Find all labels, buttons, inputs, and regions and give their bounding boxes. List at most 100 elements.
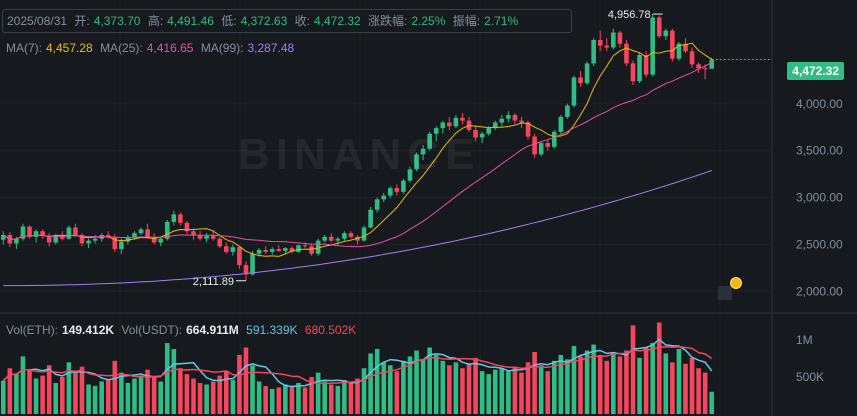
candle-body xyxy=(210,235,216,239)
candle-body xyxy=(447,122,452,127)
current-price-tag: 4,472.32 xyxy=(787,62,844,80)
candle-body xyxy=(217,238,223,247)
volume-bar xyxy=(210,381,216,414)
volume-bar xyxy=(119,372,124,414)
candle-body xyxy=(348,233,354,237)
candle-body xyxy=(224,246,229,252)
candle-body xyxy=(702,68,708,70)
volume-bar xyxy=(630,325,636,414)
volume-bar xyxy=(368,353,373,414)
volume-bar xyxy=(466,363,472,414)
candle-body xyxy=(374,199,380,210)
volume-bar xyxy=(283,384,288,414)
volume-bar xyxy=(499,368,505,414)
candle-body xyxy=(79,235,85,244)
candle-body xyxy=(237,247,242,265)
candle-body xyxy=(499,118,505,123)
candle-body xyxy=(283,248,288,251)
volume-bar xyxy=(60,377,65,414)
candle-body xyxy=(630,63,636,82)
volume-bar xyxy=(171,349,177,414)
notification-dot-icon[interactable] xyxy=(730,277,742,289)
amplitude-label: 振幅: xyxy=(452,14,481,28)
volume-bar xyxy=(46,365,52,414)
vol-ma5-line xyxy=(2,338,713,388)
volume-bar xyxy=(53,382,59,414)
settings-icon[interactable] xyxy=(718,286,732,300)
volume-bar xyxy=(506,371,511,414)
candle-body xyxy=(92,238,98,241)
volume-bar xyxy=(624,350,629,414)
volume-bar xyxy=(309,377,314,414)
ma99-line xyxy=(3,170,712,287)
candle-body xyxy=(558,116,564,132)
candle-body xyxy=(388,188,393,196)
ma25-label: MA(25): xyxy=(100,41,143,55)
max-price-label: 4,956.78 xyxy=(608,9,651,21)
candle-body xyxy=(624,43,629,64)
ma-legend: MA(7): 4,457.28 MA(25): 4,416.65 MA(99): 3,… xyxy=(2,41,294,55)
candle-body xyxy=(27,226,32,237)
volume-bar xyxy=(7,368,13,414)
candle-body xyxy=(571,77,577,106)
high-label: 高: xyxy=(147,14,164,28)
candle-body xyxy=(433,128,439,134)
watermark: BINANCE xyxy=(238,130,481,179)
candle-date: 2025/08/31 xyxy=(7,14,68,28)
volume-bar xyxy=(604,360,610,414)
candle-body xyxy=(46,235,52,243)
volume-bar xyxy=(263,385,268,414)
volume-bar xyxy=(584,350,590,414)
volume-bar xyxy=(381,362,387,414)
volume-bar xyxy=(315,372,321,414)
volume-bar xyxy=(86,384,91,414)
volume-bar xyxy=(125,382,131,414)
price-tick-label: 2,000.00 xyxy=(796,284,843,298)
volume-bar xyxy=(473,357,478,414)
candle-body xyxy=(66,227,72,239)
volume-bar xyxy=(73,371,78,414)
candle-body xyxy=(604,45,610,48)
volume-legend: Vol(ETH): 149.412K Vol(USDT): 664.911M 591… xyxy=(2,323,356,337)
candle-body xyxy=(191,231,196,235)
volume-bar xyxy=(79,366,85,414)
candle-body xyxy=(637,55,642,82)
volume-bar xyxy=(184,374,190,414)
candle-body xyxy=(132,233,137,238)
volume-bar xyxy=(0,380,6,414)
candle-body xyxy=(145,229,150,237)
candle-body xyxy=(256,250,262,254)
volume-bar xyxy=(197,382,203,414)
moving-average-lines xyxy=(3,42,712,287)
volume-bar xyxy=(145,369,150,414)
volume-bar xyxy=(237,354,242,414)
candle-body xyxy=(138,229,144,234)
volume-bar xyxy=(296,382,301,414)
volume-bar xyxy=(525,362,531,414)
candle-body xyxy=(204,235,209,239)
candle-body xyxy=(414,154,419,170)
volume-bar xyxy=(683,363,688,414)
volume-bar xyxy=(256,381,262,414)
candle-body xyxy=(263,250,268,252)
candle-body xyxy=(565,105,570,117)
candle-body xyxy=(689,51,695,65)
volume-bars-layer xyxy=(0,322,715,414)
candle-body xyxy=(243,265,249,275)
candle-body xyxy=(105,235,111,237)
candle-body xyxy=(545,143,551,147)
volume-bar xyxy=(617,356,623,414)
volume-bar xyxy=(696,368,701,414)
change-value: 2.25% xyxy=(411,14,446,28)
volume-bar xyxy=(243,347,249,414)
candle-body xyxy=(184,222,190,232)
volume-bar xyxy=(27,369,32,414)
volume-bar xyxy=(479,371,485,414)
volume-bar xyxy=(302,387,308,414)
price-tick-label: 3,000.00 xyxy=(796,191,843,205)
volume-bar xyxy=(414,350,419,414)
high-value: 4,491.46 xyxy=(167,14,214,28)
volume-bar xyxy=(322,381,327,414)
volume-bar xyxy=(99,381,104,414)
volume-bar xyxy=(591,344,596,414)
